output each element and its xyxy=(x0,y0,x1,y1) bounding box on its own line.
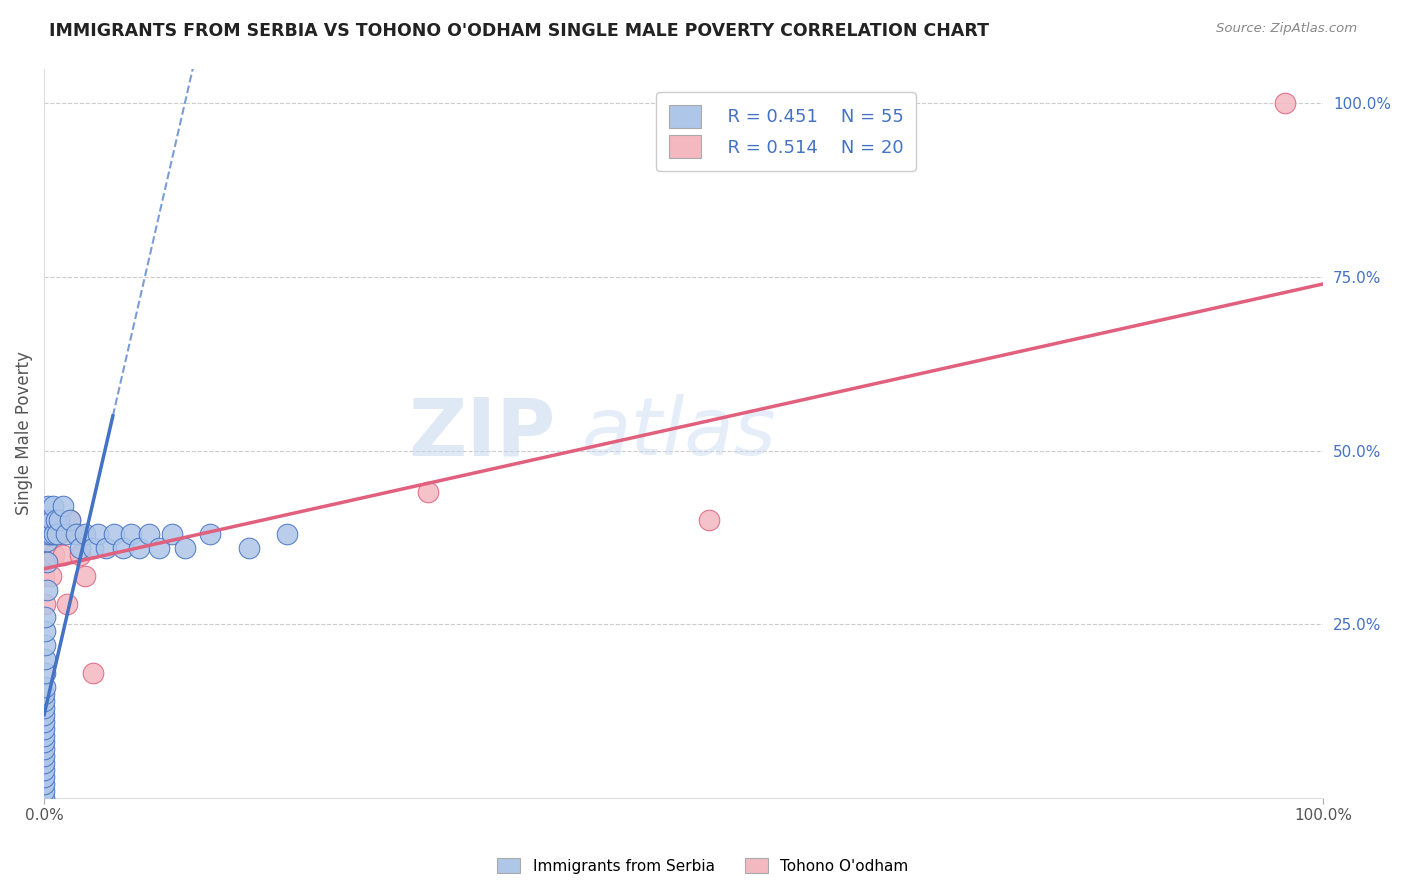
Point xyxy=(37,500,59,514)
Point xyxy=(32,756,55,771)
Point xyxy=(94,541,117,555)
Text: IMMIGRANTS FROM SERBIA VS TOHONO O'ODHAM SINGLE MALE POVERTY CORRELATION CHART: IMMIGRANTS FROM SERBIA VS TOHONO O'ODHAM… xyxy=(49,22,990,40)
Point xyxy=(34,624,56,639)
Point xyxy=(34,638,56,652)
Point xyxy=(32,729,55,743)
Point xyxy=(32,749,55,764)
Point xyxy=(416,485,439,500)
Point xyxy=(238,541,260,555)
Point xyxy=(32,777,55,791)
Point xyxy=(128,541,150,555)
Point xyxy=(69,541,91,555)
Point xyxy=(1274,96,1296,111)
Point xyxy=(32,700,55,714)
Text: Source: ZipAtlas.com: Source: ZipAtlas.com xyxy=(1216,22,1357,36)
Point xyxy=(32,694,55,708)
Point xyxy=(73,568,96,582)
Point xyxy=(34,597,56,611)
Legend: Immigrants from Serbia, Tohono O'odham: Immigrants from Serbia, Tohono O'odham xyxy=(491,852,915,880)
Point xyxy=(34,680,56,694)
Point xyxy=(34,610,56,624)
Point xyxy=(41,513,63,527)
Text: ZIP: ZIP xyxy=(409,394,555,472)
Point xyxy=(138,527,160,541)
Text: atlas: atlas xyxy=(581,394,776,472)
Point xyxy=(32,770,55,784)
Point xyxy=(45,513,67,527)
Point xyxy=(120,527,142,541)
Point xyxy=(34,665,56,680)
Point xyxy=(56,597,79,611)
Point xyxy=(38,513,60,527)
Point xyxy=(44,548,66,562)
Point xyxy=(173,541,195,555)
Point xyxy=(52,548,75,562)
Point xyxy=(59,513,82,527)
Point xyxy=(32,568,55,582)
Point xyxy=(59,513,82,527)
Point xyxy=(32,791,55,805)
Point xyxy=(48,513,70,527)
Point xyxy=(35,582,58,597)
Point xyxy=(35,533,58,548)
Point xyxy=(39,568,62,582)
Point xyxy=(103,527,125,541)
Point xyxy=(32,784,55,798)
Point xyxy=(32,714,55,729)
Point xyxy=(73,527,96,541)
Point xyxy=(82,665,104,680)
Point xyxy=(32,707,55,722)
Point xyxy=(39,527,62,541)
Point xyxy=(65,527,87,541)
Point xyxy=(200,527,222,541)
Point xyxy=(32,742,55,756)
Point xyxy=(42,500,65,514)
Point xyxy=(32,687,55,701)
Point xyxy=(45,527,67,541)
Point xyxy=(42,527,65,541)
Point xyxy=(44,527,66,541)
Point xyxy=(48,527,70,541)
Point xyxy=(37,513,59,527)
Point xyxy=(52,500,75,514)
Y-axis label: Single Male Poverty: Single Male Poverty xyxy=(15,351,32,516)
Point xyxy=(35,555,58,569)
Point xyxy=(55,527,77,541)
Point xyxy=(87,527,110,541)
Point xyxy=(38,527,60,541)
Point xyxy=(37,527,59,541)
Point xyxy=(65,527,87,541)
Point xyxy=(160,527,183,541)
Point xyxy=(34,652,56,666)
Point xyxy=(148,541,170,555)
Point xyxy=(32,735,55,749)
Point xyxy=(276,527,298,541)
Point xyxy=(69,548,91,562)
Point xyxy=(45,513,67,527)
Legend:   R = 0.451    N = 55,   R = 0.514    N = 20: R = 0.451 N = 55, R = 0.514 N = 20 xyxy=(657,92,917,171)
Point xyxy=(112,541,135,555)
Point xyxy=(82,541,104,555)
Point xyxy=(35,548,58,562)
Point xyxy=(32,764,55,778)
Point xyxy=(32,722,55,736)
Point xyxy=(697,513,720,527)
